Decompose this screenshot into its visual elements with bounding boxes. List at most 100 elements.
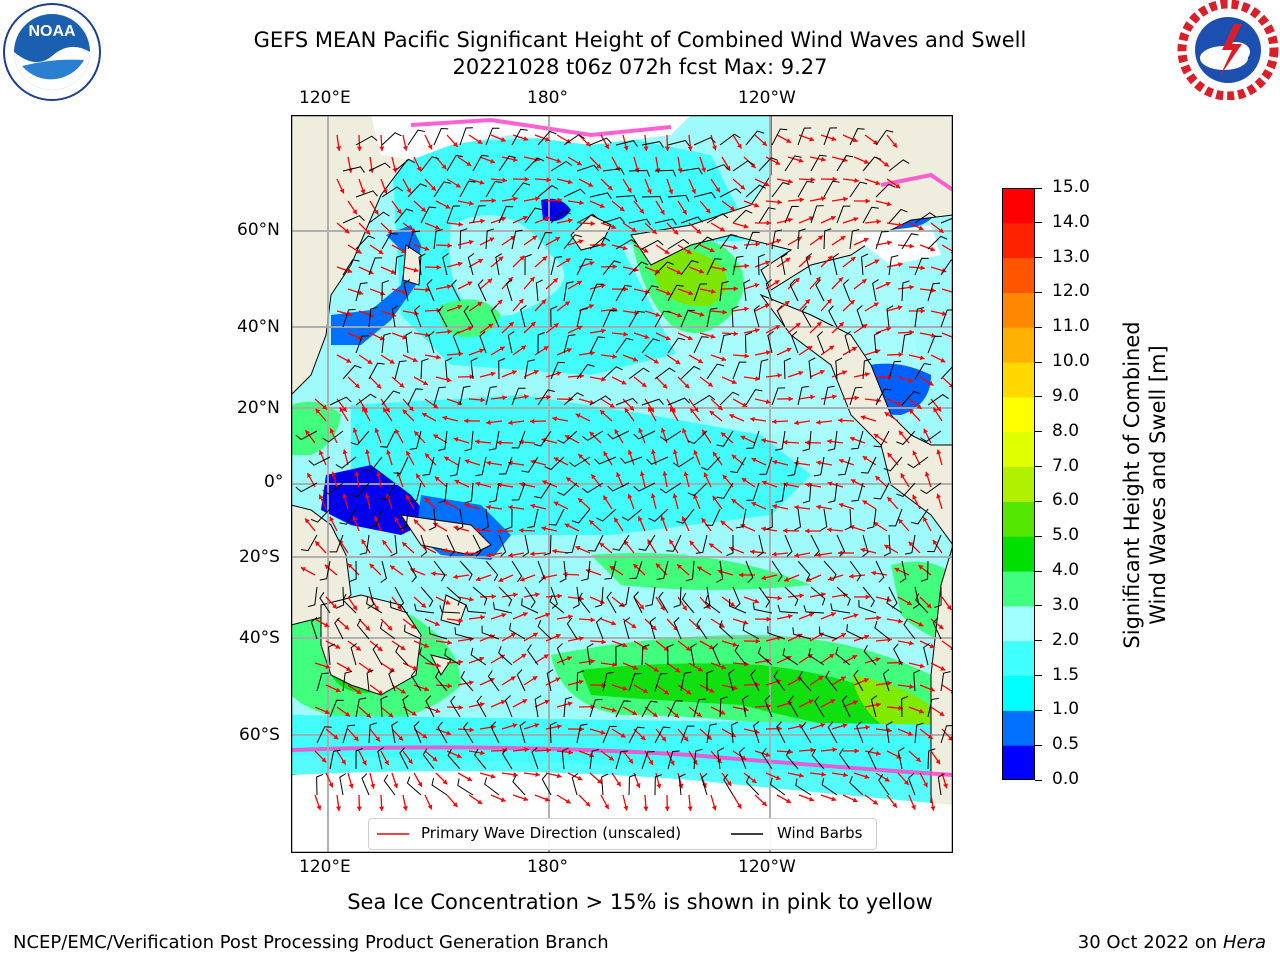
wind-barb: [920, 482, 942, 495]
wave-direction-arrow: [479, 237, 495, 246]
wind-barb: [501, 747, 513, 770]
wind-barb: [531, 747, 539, 770]
wind-barb: [823, 560, 837, 581]
wave-direction-arrow: [380, 706, 394, 718]
wind-barb: [656, 560, 669, 580]
wind-barb: [492, 601, 513, 614]
wind-barb: [364, 456, 383, 472]
wind-barb: [641, 141, 664, 148]
wind-barb: [615, 195, 638, 203]
wind-barb: [607, 430, 630, 440]
wave-direction-arrow: [864, 219, 881, 225]
wave-direction-arrow: [930, 222, 945, 234]
wind-barb: [836, 534, 846, 557]
wave-direction-arrow: [732, 353, 750, 359]
wind-barb: [391, 721, 399, 744]
wind-barb: [470, 357, 478, 380]
colorbar-tick-label: 8.0: [1052, 420, 1080, 441]
wave-direction-arrow: [922, 516, 932, 532]
wind-barb: [563, 696, 573, 718]
wind-barb: [907, 773, 916, 796]
wind-barb: [803, 605, 825, 614]
wind-barb: [757, 646, 773, 666]
wave-direction-arrow: [564, 434, 580, 444]
wind-barb: [414, 305, 422, 328]
wind-barb: [628, 218, 651, 226]
wind-barb: [673, 586, 682, 608]
nws-logo: [1176, 0, 1280, 101]
wind-barb: [537, 130, 557, 146]
colorbar-segment: [1002, 571, 1035, 607]
wave-direction-arrow: [622, 662, 639, 670]
wave-direction-arrow: [721, 376, 737, 385]
wind-barb: [481, 508, 489, 531]
wave-direction-arrow: [336, 266, 353, 274]
wave-direction-arrow: [627, 493, 635, 510]
wave-direction-arrow: [336, 310, 353, 317]
wave-direction-arrow: [435, 242, 453, 249]
lon-label-bottom-120w: 120°W: [738, 857, 796, 877]
wave-direction-arrow: [474, 527, 492, 533]
wave-direction-arrow: [941, 596, 952, 611]
colorbar-tick-mark: [1035, 779, 1042, 781]
wind-barb: [784, 205, 799, 224]
wind-barb: [765, 508, 773, 531]
wave-direction-arrow: [688, 222, 702, 235]
wave-direction-arrow: [567, 596, 584, 602]
wind-barb: [816, 331, 825, 354]
colorbar-tick-label: 11.0: [1052, 316, 1090, 337]
wave-direction-arrow: [683, 471, 690, 488]
wave-direction-arrow: [677, 244, 692, 255]
wave-direction-arrow: [794, 420, 811, 426]
wind-barb: [563, 234, 582, 250]
wave-direction-arrow: [644, 354, 660, 364]
wave-direction-arrow: [402, 750, 414, 765]
wave-direction-arrow: [838, 502, 855, 510]
wind-barb: [835, 646, 851, 666]
wave-direction-arrow: [314, 706, 330, 715]
wave-direction-arrow: [347, 288, 364, 296]
wave-direction-arrow: [446, 704, 464, 710]
wind-barb: [901, 333, 912, 354]
wave-direction-arrow: [660, 515, 668, 532]
wind-barb: [731, 721, 739, 744]
wave-direction-arrow: [864, 615, 881, 621]
wind-barb: [940, 671, 951, 692]
wave-direction-arrow: [622, 310, 639, 316]
wind-barb: [693, 283, 708, 302]
wave-direction-arrow: [424, 497, 437, 510]
wave-direction-arrow: [336, 794, 342, 811]
wave-direction-arrow: [374, 427, 382, 444]
wave-direction-arrow: [468, 258, 484, 268]
wind-barb: [589, 236, 611, 250]
colorbar-tick-label: 1.5: [1052, 664, 1080, 685]
wave-direction-arrow: [655, 684, 670, 695]
wind-barb: [498, 534, 507, 557]
wind-barb: [667, 194, 690, 202]
wave-direction-arrow: [842, 134, 858, 143]
wave-direction-arrow: [545, 197, 563, 203]
wave-direction-arrow: [314, 540, 327, 554]
wave-direction-arrow: [534, 298, 547, 312]
wave-direction-arrow: [391, 200, 403, 215]
wind-barb: [680, 167, 703, 175]
lat-label-0: 0°: [264, 472, 284, 492]
wave-direction-arrow: [794, 552, 811, 558]
wave-direction-arrow: [589, 242, 607, 248]
wind-barb: [504, 695, 513, 718]
wave-direction-arrow: [600, 662, 617, 668]
wave-direction-arrow: [588, 519, 602, 532]
wind-barb: [717, 747, 725, 770]
wind-barb: [827, 721, 838, 744]
wave-direction-arrow: [693, 449, 701, 466]
wind-barb: [485, 180, 503, 198]
wind-barb: [758, 157, 778, 172]
wind-barb: [862, 358, 872, 380]
colorbar-tick-label: 10.0: [1052, 351, 1090, 372]
wave-direction-arrow: [644, 222, 658, 235]
wave-direction-arrow: [743, 241, 761, 247]
wind-barb: [828, 305, 838, 328]
wave-height-map[interactable]: [291, 115, 953, 853]
wind-barb: [844, 508, 852, 531]
wind-barb: [719, 133, 741, 146]
